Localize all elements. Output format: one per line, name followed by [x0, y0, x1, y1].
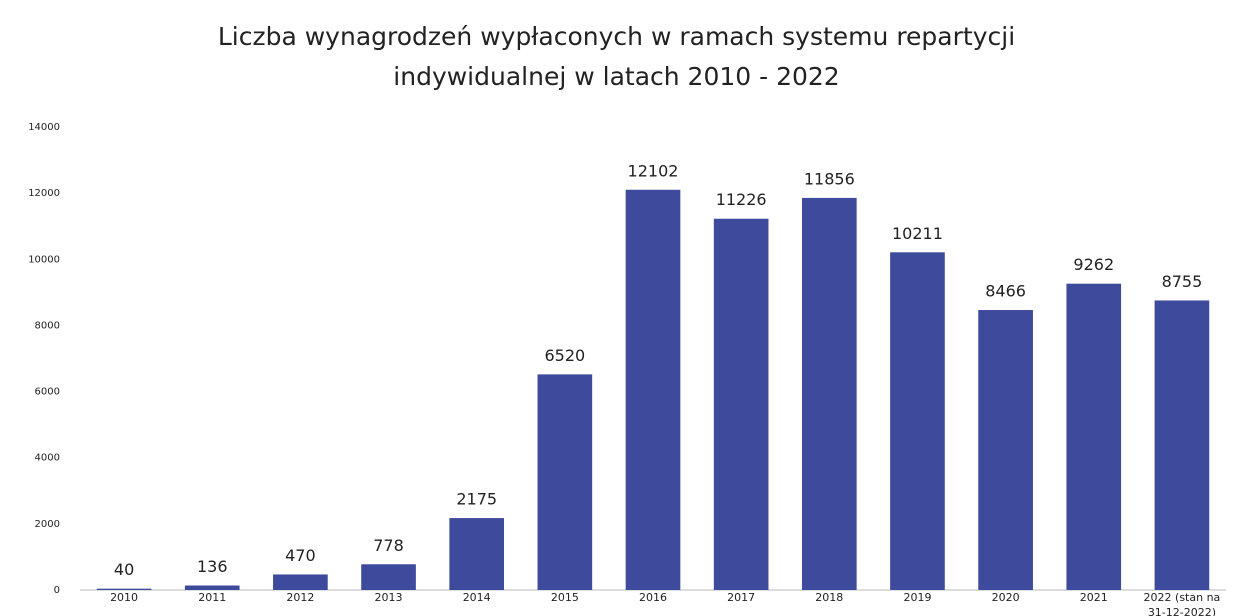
x-tick-label: 2016 [639, 591, 667, 604]
bar [449, 518, 505, 590]
bar [625, 189, 681, 590]
value-label: 8755 [1162, 272, 1203, 291]
x-tick-label: 2018 [815, 591, 844, 604]
y-tick-label: 4000 [35, 453, 60, 464]
x-tick-label: 2020 [991, 591, 1020, 604]
bar [273, 574, 328, 590]
value-label: 9262 [1073, 255, 1114, 274]
value-label: 11856 [804, 169, 855, 188]
y-tick-label: 8000 [35, 320, 60, 331]
value-label: 10211 [892, 224, 943, 243]
x-tick-label: 2022 (stan na 31-12-2022) [1143, 591, 1221, 616]
y-tick-label: 12000 [28, 188, 60, 199]
value-label: 778 [373, 536, 404, 555]
bar [96, 588, 152, 590]
value-label: 470 [285, 546, 316, 565]
x-tick-label: 2012 [286, 591, 315, 604]
bar [713, 218, 769, 590]
x-tick-label: 2015 [550, 591, 579, 604]
bar [978, 310, 1033, 590]
value-label: 40 [114, 560, 134, 579]
value-label: 2175 [456, 490, 497, 509]
bar [1154, 300, 1210, 590]
y-tick-label: 14000 [28, 122, 60, 133]
value-label: 12102 [628, 161, 679, 180]
bar [890, 252, 945, 590]
chart-title: indywidualnej w latach 2010 - 2022 [393, 62, 840, 91]
bar [361, 564, 416, 590]
value-label: 136 [197, 557, 228, 576]
chart-title: Liczba wynagrodzeń wypłaconych w ramach … [217, 22, 1016, 51]
bar [537, 374, 593, 590]
y-tick-label: 2000 [35, 519, 60, 530]
value-label: 6520 [544, 346, 585, 365]
bar [184, 585, 240, 590]
y-tick-label: 0 [54, 585, 60, 596]
x-tick-label: 2011 [198, 591, 227, 604]
bar [801, 197, 857, 590]
x-tick-label: 2017 [727, 591, 756, 604]
value-label: 11226 [716, 190, 767, 209]
y-tick-label: 6000 [35, 387, 60, 398]
value-label: 8466 [985, 282, 1026, 301]
x-tick-label: 2010 [110, 591, 139, 604]
bar [1066, 283, 1122, 590]
y-tick-label: 10000 [28, 254, 60, 265]
x-tick-label: 2019 [903, 591, 932, 604]
x-tick-label: 2014 [462, 591, 491, 604]
x-tick-label: 2013 [374, 591, 403, 604]
x-tick-label: 2021 [1079, 591, 1108, 604]
